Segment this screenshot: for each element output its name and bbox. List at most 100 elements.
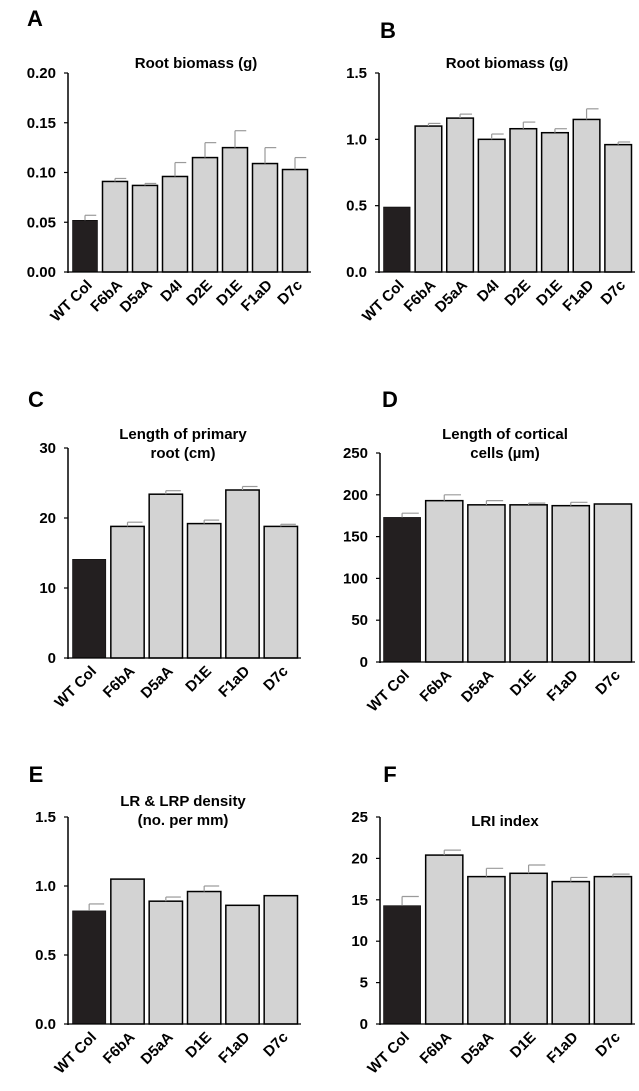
chart-title: Length of primary [119,426,247,443]
y-tick-label: 0.20 [27,65,56,82]
x-tick-label: F1aD [544,667,582,705]
x-tick-label: D7c [592,667,623,698]
panel-letter: F [383,762,396,787]
bar-d4i [161,175,189,273]
y-tick-label: 0.15 [27,115,56,132]
bar-wt-col [383,206,411,273]
bar-d7c [263,525,299,659]
y-tick-label: 20 [351,850,368,867]
x-tick-label: F6bA [100,663,139,702]
x-tick-label: D1E [182,1029,215,1062]
y-tick-label: 10 [39,580,56,597]
y-tick-label: 0 [360,1016,368,1033]
x-tick-label: D1E [507,667,540,700]
y-tick-label: 0 [48,650,56,667]
x-tick-label: D5aA [432,277,471,316]
bar-d1e [186,890,222,1025]
bar-f6ba [424,499,464,663]
x-tick-label: D5aA [138,1029,177,1068]
bar-wt-col [383,517,421,663]
bar-d7c [263,894,299,1025]
bar-d1e [221,146,249,273]
chart-title: cells (µm) [470,445,540,462]
x-tick-label: F6bA [401,277,440,316]
x-tick-label: D2E [501,277,534,310]
bar-f1ad [251,162,279,273]
y-tick-label: 5 [360,975,368,992]
x-tick-label: D7c [260,1029,291,1060]
y-tick-label: 0.05 [27,214,56,231]
x-tick-label: D2E [183,277,216,310]
x-tick-label: D5aA [138,663,177,702]
bar-d7c [604,143,633,273]
panel-letter: E [29,762,44,787]
bar-d5aa [446,117,475,273]
bar-d1e [509,872,548,1025]
y-tick-label: 250 [343,445,368,462]
bar-f1ad [551,504,591,663]
y-tick-label: 0 [360,654,368,671]
bar-d7c [593,875,633,1025]
x-tick-label: D5aA [458,1029,497,1068]
x-tick-label: WT Col [51,1029,100,1078]
x-tick-label: D4I [474,277,503,306]
y-tick-label: 150 [343,529,368,546]
bar-d4i [477,138,506,273]
chart-title: (no. per mm) [138,812,229,829]
bar-d5aa [148,493,184,659]
bar-d5aa [467,504,506,663]
bar-d5aa [148,900,184,1025]
chart-title: root (cm) [151,445,216,462]
bar-f6ba [110,878,145,1025]
chart-title: Root biomass (g) [135,55,258,72]
x-tick-label: D7c [592,1029,623,1060]
x-tick-label: F1aD [544,1029,582,1067]
chart-panel-f: F LRI index 0 5 10 15 20 25 WT Col F6bA D5aA D1E F1a… [351,762,635,1077]
x-tick-label: D5aA [458,667,497,706]
panel-letter: B [380,18,396,43]
y-tick-label: 0.10 [27,165,56,182]
bar-wt-col [383,905,421,1025]
chart-panel-c: C Length of primary root (cm) 0 10 20 30 WT Col… [28,387,301,711]
x-tick-label: D1E [507,1029,540,1062]
y-tick-label: 1.5 [346,65,367,82]
chart-panel-e: E LR & LRP density (no. per mm) 0.0 0.5 1.0 1.… [29,762,301,1077]
y-tick-label: 10 [351,933,368,950]
bar-d7c [593,503,633,663]
bar-f6ba [101,180,129,273]
bar-f1ad [225,489,260,659]
bar-d1e [186,522,222,659]
bar-f1ad [225,904,260,1025]
bar-f6ba [110,525,145,659]
y-tick-label: 0.5 [346,198,367,215]
x-tick-label: F1aD [238,277,276,315]
panel-letter: C [28,387,44,412]
x-tick-label: D4I [157,277,186,306]
bar-wt-col [72,220,98,273]
y-tick-label: 200 [343,487,368,504]
x-tick-label: D7c [260,663,291,694]
bar-f1ad [572,118,601,273]
bar-f6ba [414,125,443,273]
x-tick-label: D7c [598,277,629,308]
y-tick-label: 0.00 [27,264,56,281]
bar-wt-col [72,910,107,1025]
chart-title: Root biomass (g) [446,55,569,72]
bar-d1e [509,504,548,663]
x-tick-label: F6bA [100,1029,139,1068]
x-tick-label: D5aA [117,277,156,316]
y-tick-label: 20 [39,510,56,527]
y-tick-label: 15 [351,892,368,909]
y-tick-label: 30 [39,440,56,457]
panel-letter: A [27,6,43,31]
chart-title: LR & LRP density [120,793,246,810]
y-tick-label: 0.0 [346,264,367,281]
y-tick-label: 25 [351,809,368,826]
x-tick-label: D1E [182,663,215,696]
bar-f6ba [424,854,464,1025]
x-tick-label: F6bA [87,277,126,316]
x-tick-label: F6bA [417,667,456,706]
